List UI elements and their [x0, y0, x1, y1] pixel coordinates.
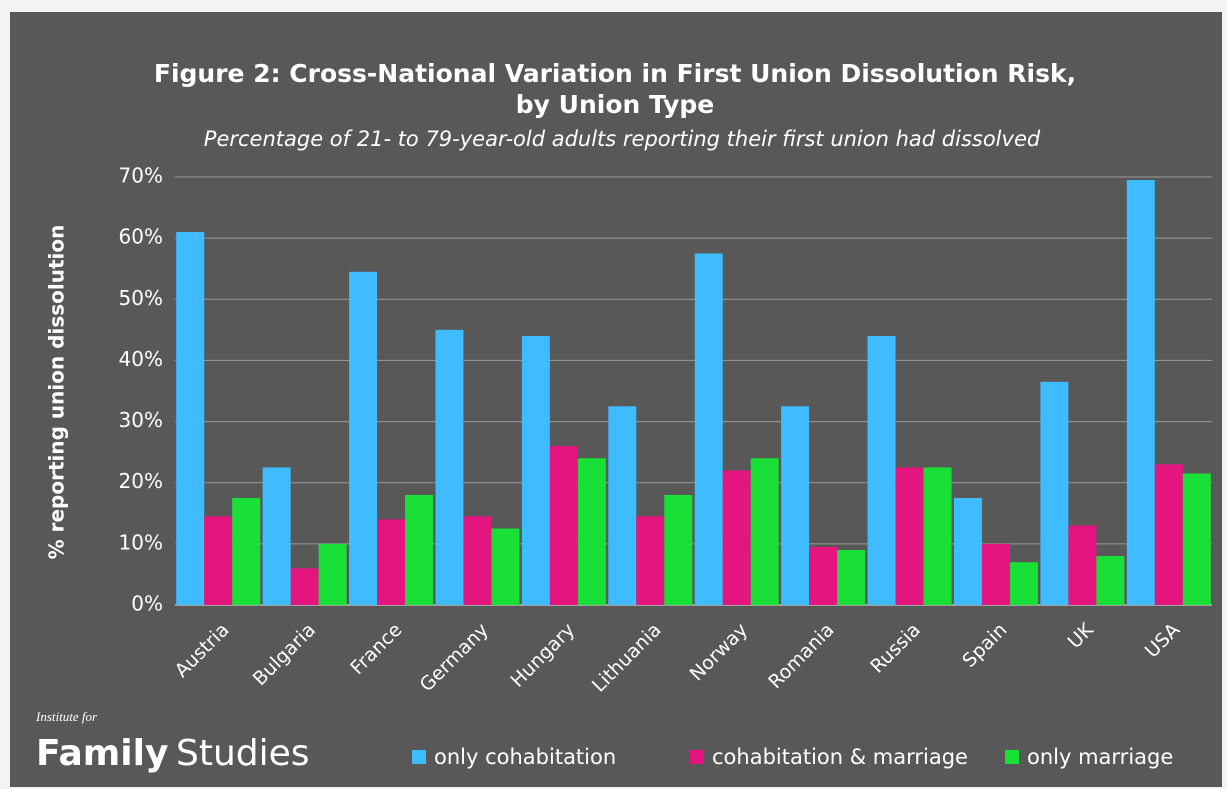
legend-swatch	[690, 750, 704, 764]
bar	[491, 528, 520, 605]
bar	[1068, 525, 1097, 605]
bar	[349, 271, 378, 605]
bar	[405, 494, 434, 605]
chart-title: by Union Type	[516, 90, 714, 119]
legend-label: only cohabitation	[434, 745, 616, 769]
logo-text: Studies	[176, 733, 310, 774]
y-tick-label: 40%	[119, 347, 163, 371]
bar	[895, 467, 924, 605]
bar	[809, 546, 838, 605]
bar	[867, 335, 896, 605]
y-tick-label: 20%	[119, 469, 163, 493]
bar	[722, 470, 751, 605]
chart-background	[10, 12, 1222, 787]
logo-text: Family	[36, 733, 168, 774]
bar	[549, 446, 578, 605]
legend-swatch	[1005, 750, 1019, 764]
bar	[204, 516, 233, 605]
bar	[318, 543, 347, 605]
chart-title: Figure 2: Cross-National Variation in Fi…	[154, 59, 1076, 88]
bar	[694, 253, 723, 605]
bar	[577, 458, 606, 605]
bar	[1009, 562, 1038, 605]
bar	[781, 406, 810, 605]
y-tick-label: 30%	[119, 408, 163, 432]
bar	[750, 458, 779, 605]
bar	[981, 543, 1010, 605]
y-tick-label: 70%	[119, 164, 163, 188]
bar	[608, 406, 637, 605]
bar	[377, 519, 406, 605]
bar	[1040, 381, 1069, 605]
bar	[664, 494, 693, 605]
bar	[262, 467, 291, 605]
logo-text: Institute for	[35, 709, 98, 724]
bar	[1096, 556, 1125, 605]
bar	[232, 498, 261, 605]
y-tick-label: 60%	[119, 225, 163, 249]
legend-label: cohabitation & marriage	[712, 745, 968, 769]
bar	[435, 329, 464, 605]
y-axis-label: % reporting union dissolution	[45, 225, 69, 560]
y-tick-label: 0%	[131, 592, 163, 616]
bar	[521, 335, 550, 605]
legend-label: only marriage	[1027, 745, 1173, 769]
bar	[290, 568, 319, 605]
y-tick-label: 50%	[119, 286, 163, 310]
bar	[1126, 180, 1155, 606]
legend-swatch	[412, 750, 426, 764]
bar	[837, 549, 866, 605]
bar	[636, 516, 665, 605]
y-tick-label: 10%	[119, 530, 163, 554]
bar	[176, 232, 205, 605]
bar	[1154, 464, 1183, 605]
bar	[463, 516, 492, 605]
bar	[953, 498, 982, 605]
bar	[923, 467, 952, 605]
chart-subtitle: Percentage of 21- to 79-year-old adults …	[204, 127, 1041, 151]
bar	[1182, 473, 1211, 605]
